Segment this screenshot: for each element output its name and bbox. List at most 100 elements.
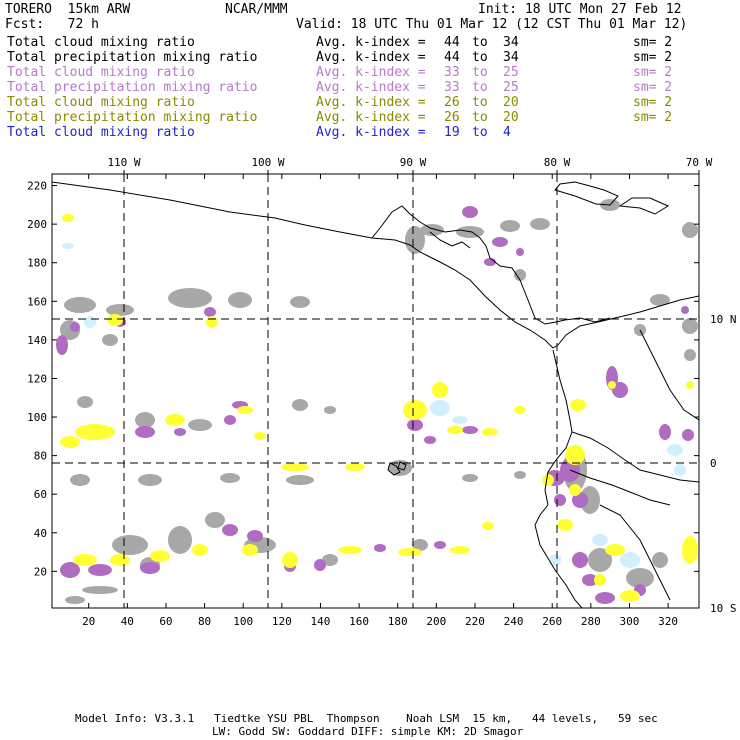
cloud-yellow-region <box>608 381 616 389</box>
latitude-label: 0 <box>710 457 717 470</box>
precip-purple-region <box>424 436 436 444</box>
physics-info: LW: Godd SW: Goddard DIFF: simple KM: 2D… <box>212 725 524 738</box>
forecast-hour: Fcst: 72 h <box>5 17 99 32</box>
x-tick-label: 160 <box>349 615 369 628</box>
precip-purple-region <box>247 530 263 542</box>
cloud-yellow-region <box>237 406 253 414</box>
cloud-gray-region <box>405 226 425 254</box>
cloud-yellow-region <box>605 544 625 556</box>
y-tick-label: 160 <box>27 295 47 308</box>
precip-purple-region <box>56 335 68 355</box>
precip-purple-region <box>612 382 628 398</box>
andes-border <box>571 431 699 483</box>
legend-from: 33 <box>444 80 460 95</box>
cloud-gray-region <box>514 471 526 479</box>
colombia-coast <box>544 349 573 506</box>
cloud-yellow-region <box>165 414 185 426</box>
cloud-gray-region <box>682 318 698 334</box>
cloud-yellow-region <box>75 424 115 440</box>
axis-ticks <box>52 170 700 608</box>
precip-purple-region <box>681 306 689 314</box>
x-tick-label: 200 <box>426 615 446 628</box>
legend-to-value: 34 <box>503 50 519 65</box>
cloud-yellow-region <box>282 552 298 568</box>
precip-purple-region <box>434 541 446 549</box>
cloud-yellow-region <box>60 436 80 448</box>
y-tick-label: 200 <box>27 218 47 231</box>
cloud-gray-region <box>135 412 155 428</box>
legend-to-value: 4 <box>503 125 511 140</box>
cloud-gray-region <box>77 396 93 408</box>
legend-field: Total cloud mixing ratio <box>7 35 195 50</box>
precip-purple-region <box>492 237 508 247</box>
cloud-yellow-region <box>107 314 123 326</box>
legend-field: Total precipitation mixing ratio <box>7 80 258 95</box>
cloud-yellow-region <box>345 463 365 471</box>
latitude-label: 10 N <box>710 313 737 326</box>
longitude-label: 110 W <box>107 156 140 169</box>
x-tick-label: 80 <box>198 615 211 628</box>
precip-purple-region <box>462 206 478 218</box>
cloud-yellow-region <box>557 519 573 531</box>
x-tick-label: 120 <box>272 615 292 628</box>
central-america-inland <box>429 231 471 249</box>
x-tick-label: 220 <box>465 615 485 628</box>
legend-to: to <box>472 65 488 80</box>
cloud-gray-region <box>682 222 698 238</box>
cloud-yellow-region <box>482 522 494 530</box>
legend-avg: Avg. k-index = <box>316 65 426 80</box>
legend-smoothing: sm= 2 <box>633 110 673 125</box>
legend-field: Total precipitation mixing ratio <box>7 50 258 65</box>
legend-avg: Avg. k-index = <box>316 50 426 65</box>
legend-field: Total cloud mixing ratio <box>7 95 195 110</box>
ecuador-peru-coast <box>534 504 583 608</box>
precip-purple-region <box>88 564 112 576</box>
legend-to: to <box>472 110 488 125</box>
legend-field: Total cloud mixing ratio <box>7 125 195 140</box>
cloud-gray-region <box>530 218 550 230</box>
cloud-yellow-region <box>281 463 309 471</box>
legend-smoothing: sm= 2 <box>633 50 673 65</box>
cloud-lightblue-region <box>430 400 450 416</box>
y-tick-label: 80 <box>34 450 47 463</box>
cloud-gray-region <box>168 526 192 554</box>
cloud-yellow-region <box>73 554 97 566</box>
cloud-yellow-region <box>569 484 581 496</box>
cloud-gray-region <box>290 296 310 308</box>
legend-avg: Avg. k-index = <box>316 80 426 95</box>
legend-avg: Avg. k-index = <box>316 110 426 125</box>
cloud-gray-region <box>388 460 412 476</box>
valid-time: Valid: 18 UTC Thu 01 Mar 12 (12 CST Thu … <box>296 17 688 32</box>
x-tick-label: 300 <box>620 615 640 628</box>
x-tick-label: 140 <box>311 615 331 628</box>
cloud-gray-region <box>106 304 134 316</box>
legend-to-value: 20 <box>503 110 519 125</box>
border-2 <box>569 469 671 506</box>
cloud-yellow-region <box>620 590 640 602</box>
cloud-gray-region <box>112 535 148 555</box>
legend-smoothing: sm= 2 <box>633 80 673 95</box>
cloud-lightblue-region <box>620 552 640 568</box>
precip-purple-region <box>659 424 671 440</box>
cloud-gray-region <box>412 539 428 551</box>
precip-purple-region <box>462 426 478 434</box>
precip-purple-region <box>407 419 423 431</box>
caribbean-coast <box>557 295 699 346</box>
cloud-gray-region <box>514 269 526 281</box>
precip-purple-region <box>135 426 155 438</box>
y-tick-label: 120 <box>27 372 47 385</box>
legend-from: 44 <box>444 50 460 65</box>
x-tick-label: 60 <box>159 615 172 628</box>
precip-purple-region <box>516 248 524 256</box>
longitude-label: 80 W <box>544 156 571 169</box>
legend-to: to <box>472 95 488 110</box>
precip-purple-region <box>314 559 326 571</box>
legend-to-value: 34 <box>503 35 519 50</box>
cloud-gray-region <box>500 220 520 232</box>
x-tick-label: 100 <box>233 615 253 628</box>
precip-purple-region <box>204 307 216 317</box>
precip-purple-region <box>595 592 615 604</box>
legend-from: 44 <box>444 35 460 50</box>
cloud-lightblue-region <box>592 534 608 546</box>
